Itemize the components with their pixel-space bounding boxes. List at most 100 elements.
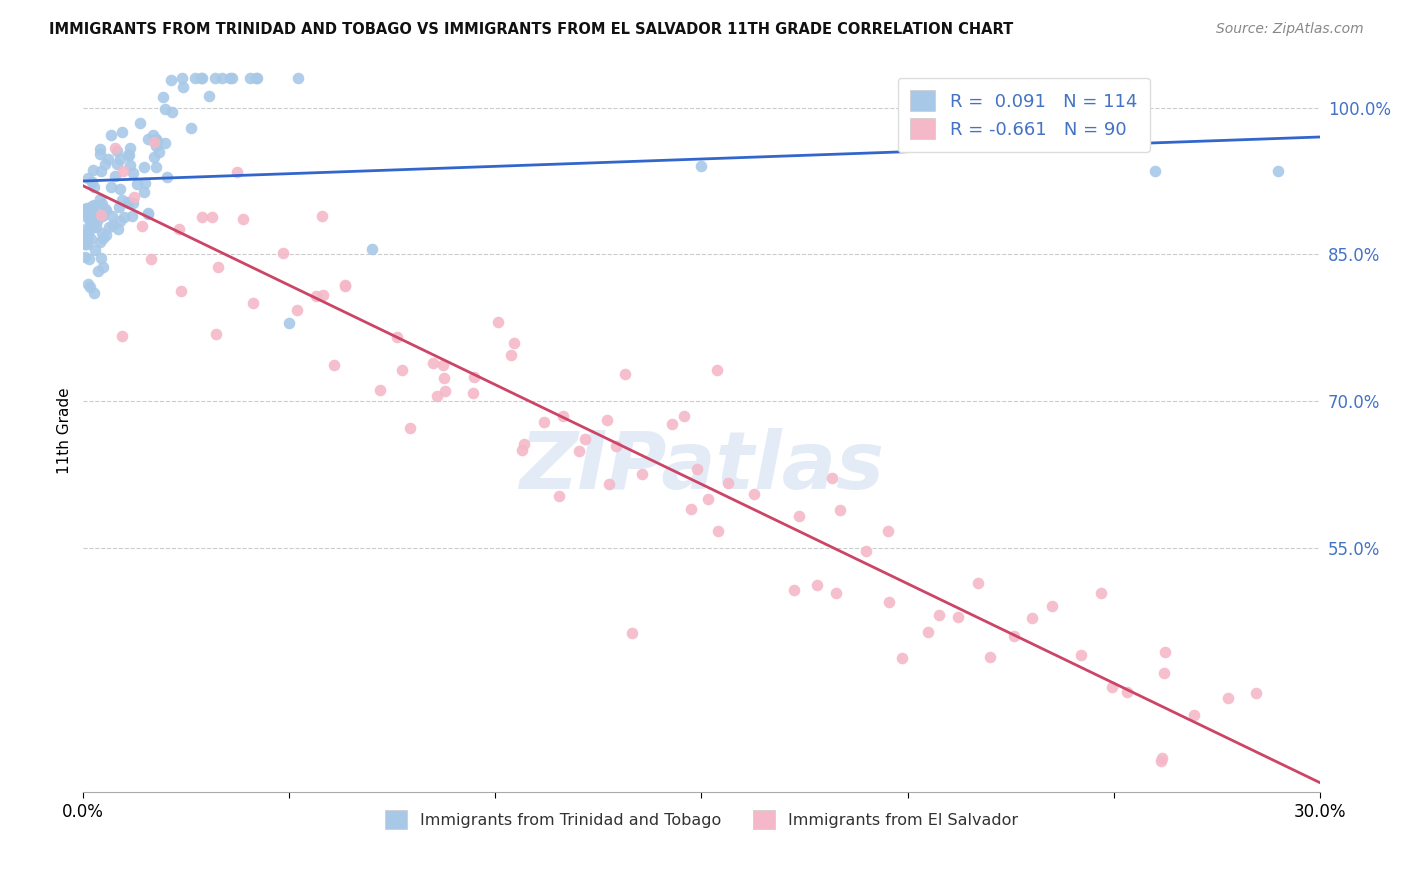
Point <box>422 356 444 370</box>
Point <box>76 236 98 251</box>
Point <box>79 215 101 229</box>
Point <box>717 475 740 490</box>
Point <box>1150 751 1173 765</box>
Point <box>90 209 112 223</box>
Point <box>125 177 148 191</box>
Point <box>928 607 950 622</box>
Point <box>107 222 129 236</box>
Point <box>305 289 328 303</box>
Point <box>153 103 176 117</box>
Point <box>80 175 103 189</box>
Point <box>696 492 718 507</box>
Point <box>72 202 94 216</box>
Point <box>118 148 141 162</box>
Point <box>87 264 110 278</box>
Point <box>605 439 627 453</box>
Point <box>145 161 167 175</box>
Point <box>117 195 139 210</box>
Point <box>221 71 243 86</box>
Point <box>73 236 96 251</box>
Point <box>285 302 308 317</box>
Point <box>1216 690 1239 705</box>
Point <box>979 650 1001 665</box>
Point <box>104 141 127 155</box>
Point <box>108 182 131 196</box>
Point <box>84 220 107 235</box>
Point <box>232 211 254 226</box>
Point <box>79 279 101 293</box>
Point <box>80 232 103 246</box>
Point <box>335 277 357 292</box>
Point <box>76 201 98 215</box>
Point <box>271 246 294 260</box>
Point <box>706 524 728 539</box>
Point <box>136 206 159 220</box>
Point <box>121 209 143 223</box>
Point <box>783 583 806 598</box>
Point <box>131 219 153 233</box>
Point <box>191 210 214 224</box>
Point <box>245 71 267 86</box>
Point <box>225 165 247 179</box>
Point <box>398 421 420 435</box>
Point <box>134 176 156 190</box>
Point <box>191 71 214 86</box>
Point <box>111 193 134 207</box>
Point <box>90 164 112 178</box>
Y-axis label: 11th Grade: 11th Grade <box>58 387 72 474</box>
Point <box>806 578 828 592</box>
Point <box>180 120 202 135</box>
Point <box>89 142 111 156</box>
Point <box>73 227 96 241</box>
Point <box>167 221 190 235</box>
Point <box>146 134 169 148</box>
Point <box>742 487 765 501</box>
Point <box>1267 164 1289 178</box>
Point <box>433 371 456 385</box>
Point <box>148 145 170 159</box>
Point <box>94 202 117 216</box>
Point <box>661 417 683 432</box>
Point <box>112 163 135 178</box>
Point <box>97 152 120 166</box>
Point <box>89 192 111 206</box>
Point <box>82 220 104 235</box>
Point <box>198 89 221 103</box>
Point <box>360 243 382 257</box>
Point <box>574 432 596 446</box>
Point <box>706 362 728 376</box>
Point <box>122 190 145 204</box>
Point <box>1150 754 1173 768</box>
Point <box>548 490 571 504</box>
Point <box>134 161 156 175</box>
Point <box>122 166 145 180</box>
Point <box>76 232 98 246</box>
Point <box>204 327 226 342</box>
Point <box>76 207 98 221</box>
Point <box>877 524 900 539</box>
Point <box>108 201 131 215</box>
Point <box>825 586 848 600</box>
Point <box>145 132 167 146</box>
Point <box>90 197 112 211</box>
Point <box>108 153 131 167</box>
Point <box>946 610 969 624</box>
Point <box>787 508 810 523</box>
Point <box>90 208 112 222</box>
Point <box>287 71 309 86</box>
Point <box>79 224 101 238</box>
Point <box>94 157 117 171</box>
Point <box>86 214 108 228</box>
Text: ZIPatlas: ZIPatlas <box>519 427 884 506</box>
Point <box>533 415 555 429</box>
Point <box>80 219 103 233</box>
Point <box>91 260 114 274</box>
Point <box>426 389 449 403</box>
Point <box>890 650 912 665</box>
Point <box>463 386 485 401</box>
Text: Source: ZipAtlas.com: Source: ZipAtlas.com <box>1216 22 1364 37</box>
Point <box>1021 611 1043 625</box>
Point <box>75 227 97 242</box>
Point <box>77 252 100 266</box>
Point <box>77 170 100 185</box>
